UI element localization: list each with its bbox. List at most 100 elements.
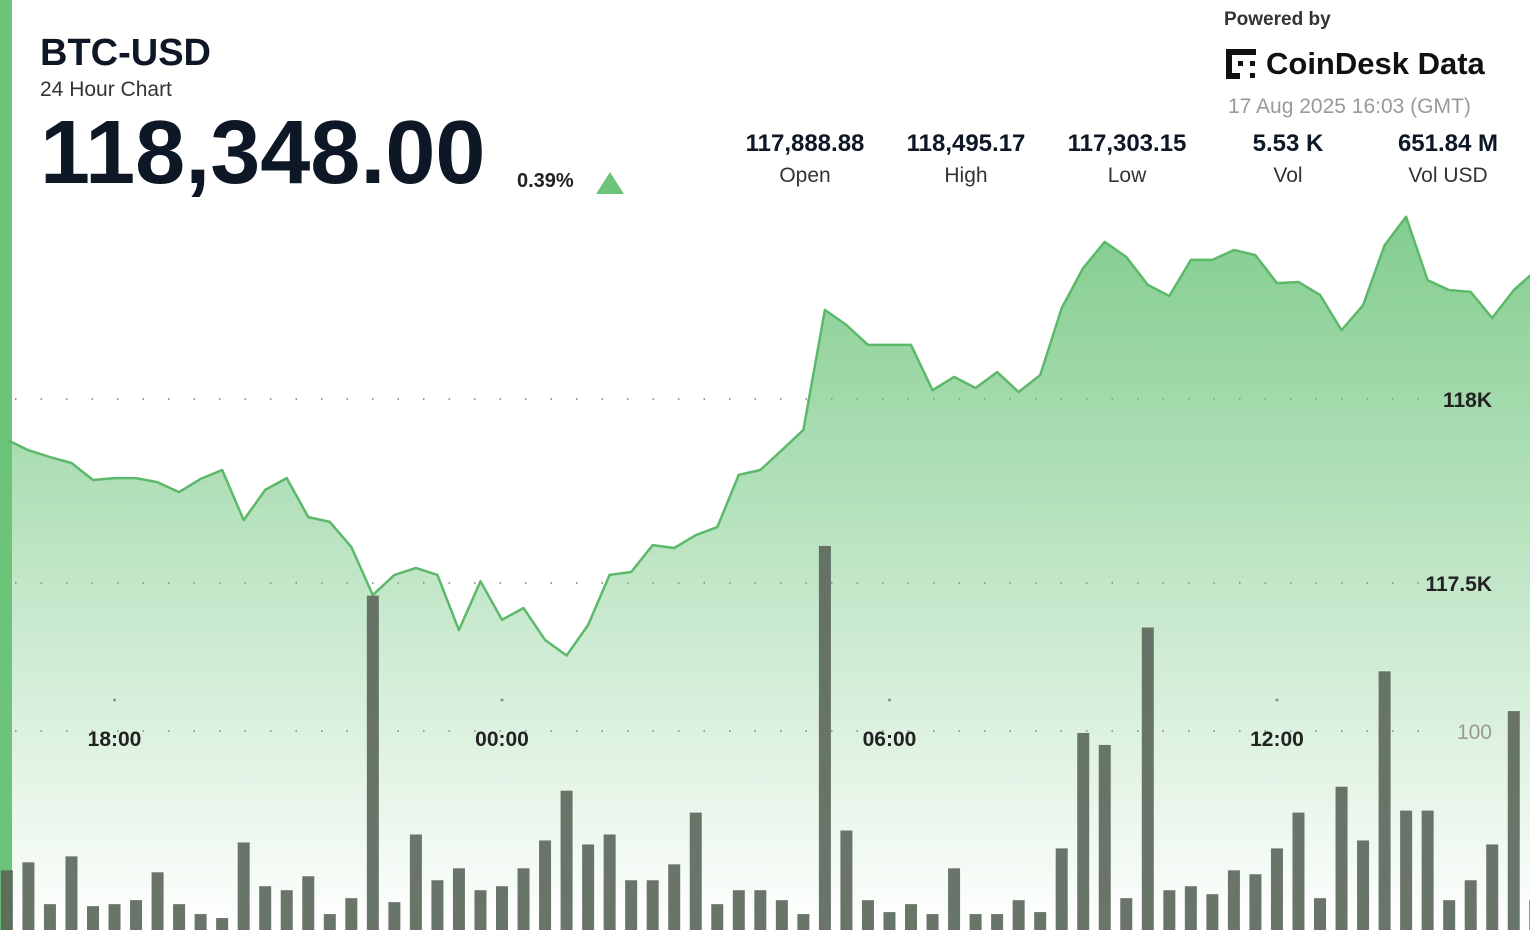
stat-label: Vol USD [1408, 164, 1488, 187]
volume-bar [582, 844, 595, 930]
volume-bar [86, 906, 99, 930]
stat-value: 117,303.15 [1067, 130, 1187, 157]
stat-vol-usd: 651.84 M Vol USD [1373, 130, 1523, 188]
volume-bar [1012, 900, 1025, 930]
volume-bar [1378, 671, 1391, 930]
volume-bar [1120, 898, 1133, 930]
volume-bar [1227, 870, 1240, 930]
volume-bar [646, 880, 659, 930]
chart-subtitle: 24 Hour Chart [40, 78, 172, 101]
volume-bar [43, 904, 56, 930]
volume-bar [1055, 848, 1068, 930]
volume-bar [948, 868, 961, 930]
volume-bar [130, 900, 143, 930]
triangle-up-icon [596, 172, 624, 194]
volume-bar [1034, 912, 1047, 930]
volume-bar [366, 595, 379, 930]
volume-bar [883, 912, 896, 930]
price-axis-label: 117.5K [1425, 573, 1492, 596]
volume-bar [452, 868, 465, 930]
volume-bar [818, 545, 831, 930]
volume-bar [991, 914, 1004, 930]
volume-bar [603, 834, 616, 930]
volume-bar [1077, 732, 1090, 930]
volume-bar [65, 856, 78, 930]
current-price: 118,348.00 [40, 103, 486, 203]
volume-bar [969, 914, 982, 930]
time-axis-label: 06:00 [863, 728, 917, 751]
price-line [6, 215, 1530, 657]
volume-bar [345, 898, 358, 930]
volume-bar [259, 886, 272, 930]
stat-label: Open [779, 164, 831, 187]
time-axis-label: 12:00 [1250, 728, 1304, 751]
symbol-title: BTC-USD [40, 32, 211, 74]
volume-bar [1270, 848, 1283, 930]
volume-bar [625, 880, 638, 930]
coindesk-logo-icon [1226, 49, 1256, 79]
volume-bar [1206, 894, 1219, 930]
volume-bar [173, 904, 186, 930]
stat-value: 651.84 M [1397, 130, 1499, 157]
volume-bar [431, 880, 444, 930]
volume-bar [237, 842, 250, 930]
stat-high: 118,495.17 High [891, 130, 1041, 188]
price-change: 0.39% [517, 170, 574, 192]
volume-bar [302, 876, 315, 930]
volume-bar [1421, 810, 1434, 930]
volume-bar [151, 872, 164, 930]
time-axis-label: 18:00 [88, 728, 142, 751]
volume-bar [840, 830, 853, 930]
volume-bar [0, 870, 13, 930]
volume-bar [1184, 886, 1197, 930]
volume-bar [1098, 744, 1111, 930]
volume-bar [194, 914, 207, 930]
stat-label: Vol [1273, 164, 1303, 187]
stat-label: Low [1107, 164, 1147, 187]
volume-bar [108, 904, 121, 930]
volume-bar [388, 902, 401, 930]
volume-bar [905, 904, 918, 930]
volume-bar [323, 914, 336, 930]
logo-text: CoinDesk Data [1266, 46, 1485, 81]
volume-bar [668, 864, 681, 930]
volume-bar [22, 862, 35, 930]
price-axis-label: 118K [1443, 389, 1492, 412]
stat-open: 117,888.88 Open [730, 130, 880, 188]
stat-value: 117,888.88 [745, 130, 865, 157]
volume-bar [711, 904, 724, 930]
volume-bar [1141, 627, 1154, 930]
volume-bar [775, 900, 788, 930]
volume-bar [474, 890, 487, 930]
powered-by: Powered by [1224, 9, 1331, 30]
volume-bar [689, 812, 702, 930]
time-axis-label: 00:00 [475, 728, 529, 751]
timestamp: 17 Aug 2025 16:03 (GMT) [1228, 95, 1471, 118]
volume-bar [496, 886, 508, 930]
volume-bar [1507, 711, 1520, 930]
stat-low: 117,303.15 Low [1052, 130, 1202, 188]
volume-bar [216, 918, 229, 930]
volume-bar [517, 868, 530, 930]
stat-value: 5.53 K [1252, 130, 1324, 157]
volume-bar [1464, 880, 1477, 930]
volume-bar [1292, 812, 1305, 930]
volume-bar [861, 900, 874, 930]
volume-bar [1443, 900, 1456, 930]
volume-bar [1486, 844, 1499, 930]
coindesk-logo: CoinDesk Data [1224, 46, 1485, 82]
volume-bar [409, 834, 422, 930]
volume-bar [926, 914, 939, 930]
volume-bar [539, 840, 552, 930]
volume-bar [1314, 898, 1327, 930]
volume-bar [797, 914, 810, 930]
volume-bar [1335, 786, 1348, 930]
volume-bar [1357, 840, 1370, 930]
volume-axis-label: 100 [1457, 721, 1492, 744]
volume-bar [732, 890, 745, 930]
volume-bar [280, 890, 293, 930]
volume-bar [560, 790, 573, 930]
stat-vol: 5.53 K Vol [1213, 130, 1363, 188]
volume-bar [1249, 874, 1262, 930]
